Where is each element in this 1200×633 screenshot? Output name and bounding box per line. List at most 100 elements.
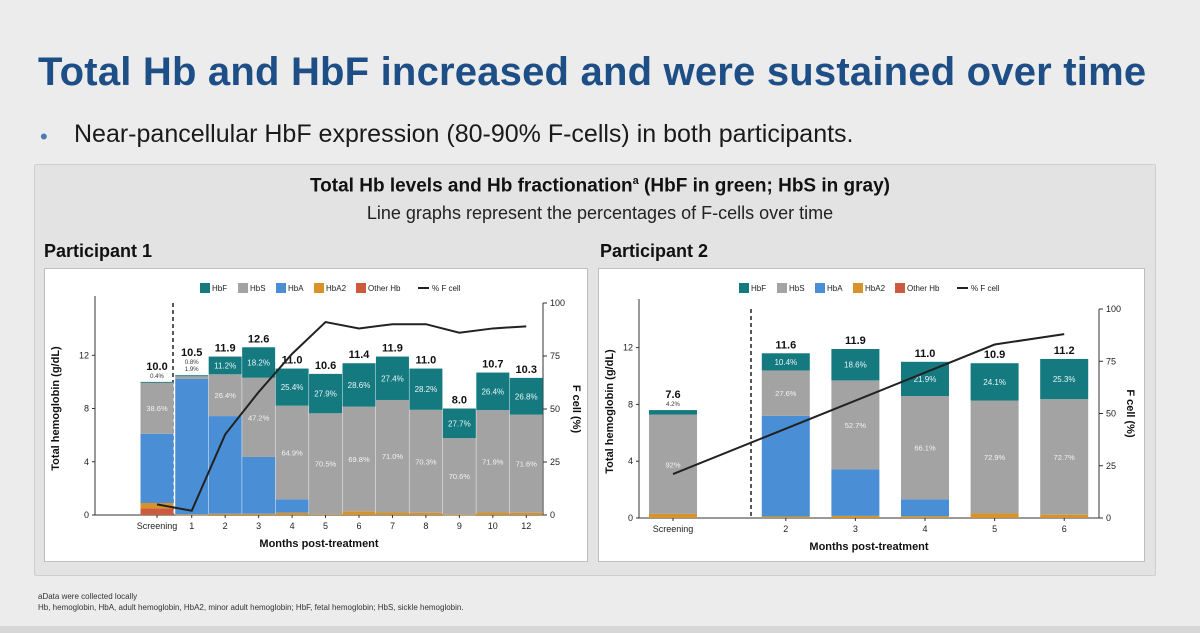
x-tick-label: 8: [423, 521, 428, 531]
x-tick-label: 10: [488, 521, 498, 531]
bar-segment-hba2: [509, 512, 543, 515]
bar-small-label: 4.2%: [666, 402, 680, 408]
bar-segment-hba: [901, 499, 949, 517]
legend-swatch-hba2: [314, 283, 324, 293]
bar-segment-hba: [140, 433, 174, 504]
bar-segment-hbf: [509, 377, 543, 415]
bar-segment-hba2: [140, 503, 174, 509]
legend-label-other-hb: Other Hb: [368, 284, 401, 293]
legend-label-hba2: HbA2: [326, 284, 347, 293]
bar-segment-hbs: [761, 370, 810, 416]
bar-label-hbf: 25.3%: [1053, 375, 1076, 384]
y-tick-label: 12: [79, 350, 89, 360]
legend-label-hba: HbA: [288, 284, 304, 293]
legend-label-hbf: HbF: [212, 284, 227, 293]
bar-total-label: 10.0: [146, 361, 167, 373]
bar-segment-hbf: [1040, 358, 1089, 400]
bar-segment-other-hb: [140, 508, 174, 515]
bar-segment-hba2: [375, 512, 409, 515]
legend-label-hba: HbA: [827, 284, 843, 293]
bar-segment-hbf: [275, 368, 309, 406]
panel-title-text: Total Hb levels and Hb fractionation: [309, 175, 633, 197]
bar-label-hbf: 18.6%: [844, 361, 867, 370]
participant-1-label: Participant 1: [44, 241, 153, 261]
bar-label-hbf: 27.7%: [448, 419, 471, 428]
bar-segment-hbf: [242, 347, 276, 378]
bar-segment-hbf: [208, 356, 242, 375]
y2-axis-title: F cell (%): [1124, 389, 1136, 438]
bar-label-hbs: 26.4%: [215, 391, 237, 400]
x-tick-label: 3: [256, 521, 261, 531]
bar-segment-hbs: [649, 414, 697, 514]
bar-segment-hba2: [242, 513, 276, 515]
x-tick-label: 6: [356, 521, 361, 531]
participant-2-label: Participant 2: [600, 241, 709, 261]
bar-label-hbf: 11.2%: [214, 361, 236, 370]
bullet-text: Near-pancellular HbF expression (80-90% …: [74, 120, 854, 148]
legend-label-hbs: HbS: [789, 284, 805, 293]
legend-label-f-cell: % F cell: [971, 284, 1000, 293]
bar-label-hbs: 69.8%: [348, 455, 370, 464]
bar-label-hbs: 71.6%: [516, 460, 538, 469]
bar-segment-hbf: [140, 381, 174, 383]
bar-total-label: 11.4: [349, 349, 371, 361]
bar-segment-hba2: [970, 513, 1019, 518]
bar-segment-hbs: [175, 376, 209, 379]
x-tick-label: 2: [783, 524, 788, 534]
y-tick-label: 8: [84, 404, 89, 414]
bar-total-label: 11.9: [845, 335, 866, 347]
bar-label-hbf: 26.4%: [481, 387, 504, 396]
legend-swatch-hbf: [739, 283, 749, 293]
bar-total-label: 11.6: [775, 339, 796, 351]
legend-label-hba2: HbA2: [865, 284, 886, 293]
legend-swatch-other-hb: [356, 283, 366, 293]
y-tick-label: 4: [84, 457, 89, 467]
bar-segment-hba: [208, 416, 242, 514]
bar-label-hbs: 52.7%: [845, 421, 867, 430]
x-tick-label: 3: [853, 524, 858, 534]
bar-segment-hbf: [761, 353, 810, 371]
y2-tick-label: 50: [550, 404, 560, 414]
bar-total-label: 7.6: [665, 389, 680, 401]
x-tick-label: 12: [521, 521, 531, 531]
bar-label-hbs: 72.7%: [1054, 453, 1076, 462]
panel-title: Total Hb levels and Hb fractionationa (H…: [0, 175, 1200, 197]
y-tick-label: 0: [84, 510, 89, 520]
bar-segment-hbf: [409, 368, 443, 410]
bar-segment-hbf: [831, 349, 880, 381]
y2-axis-title: F cell (%): [570, 385, 582, 434]
legend-swatch-other-hb: [895, 283, 905, 293]
bar-segment-hba2: [761, 516, 810, 518]
y-axis-title: Total hemoglobin (g/dL): [604, 349, 616, 474]
bar-label-hbs: 70.3%: [415, 457, 437, 466]
y-tick-label: 4: [628, 456, 633, 466]
bar-total-label: 10.9: [984, 349, 1005, 361]
bar-segment-hbs: [970, 400, 1019, 514]
bar-total-label: 11.0: [416, 355, 437, 367]
footnote-data-collection: aData were collected locally: [38, 592, 138, 601]
bottom-bar: [0, 626, 1200, 633]
bar-total-label: 11.0: [915, 348, 936, 360]
bar-label-hbs: 72.9%: [984, 453, 1006, 462]
y2-tick-label: 25: [1106, 461, 1116, 471]
legend-swatch-hba: [276, 283, 286, 293]
x-tick-label: 5: [992, 524, 997, 534]
y-axis-title: Total hemoglobin (g/dL): [50, 346, 62, 471]
bar-small-label: 0.4%: [150, 374, 164, 380]
bar-segment-hbs: [375, 399, 409, 513]
bar-label-hbs: 70.5%: [315, 460, 337, 469]
bar-label-hbf: 18.2%: [247, 359, 270, 368]
bar-total-label: 10.7: [482, 359, 503, 371]
bar-label-hbs: 92%: [665, 460, 680, 469]
x-tick-label: 4: [922, 524, 927, 534]
legend-swatch-hbf: [200, 283, 210, 293]
bar-label-hbf: 27.4%: [381, 374, 404, 383]
bar-total-label: 10.6: [315, 360, 336, 372]
x-tick-label: 1: [189, 521, 194, 531]
bar-segment-hbf: [375, 356, 409, 400]
bar-total-label: 11.2: [1054, 345, 1075, 357]
bar-segment-hba2: [342, 511, 376, 515]
bar-segment-hbs: [140, 382, 174, 434]
panel-subtitle: Line graphs represent the percentages of…: [366, 203, 834, 223]
x-tick-label: 5: [323, 521, 328, 531]
